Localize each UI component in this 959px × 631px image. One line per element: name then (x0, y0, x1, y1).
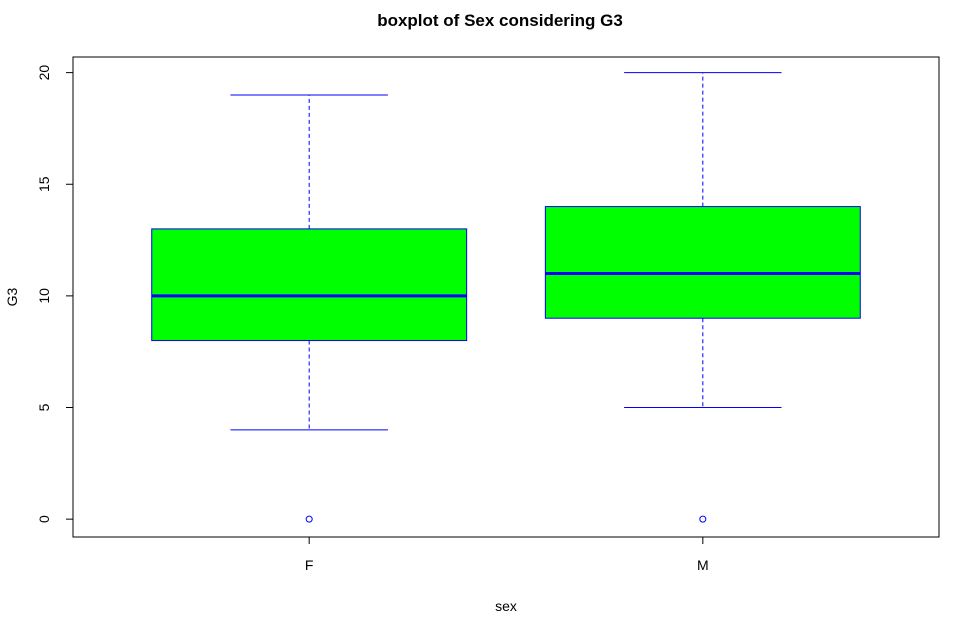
x-axis-label: sex (495, 598, 517, 614)
iqr-box (152, 229, 467, 341)
outlier-point (306, 516, 312, 522)
y-tick-label: 15 (36, 176, 52, 192)
box-F (152, 95, 467, 522)
x-tick-label: F (305, 557, 314, 573)
y-axis: 0 5 10 15 20 (36, 65, 73, 523)
outlier-point (700, 516, 706, 522)
iqr-box (545, 207, 860, 319)
y-axis-label: G3 (4, 287, 20, 306)
y-tick-label: 20 (36, 65, 52, 81)
y-tick-label: 5 (36, 403, 52, 411)
y-tick-label: 10 (36, 288, 52, 304)
box-M (545, 73, 860, 523)
chart-title: boxplot of Sex considering G3 (377, 11, 623, 30)
x-tick-label: M (697, 557, 709, 573)
y-tick-label: 0 (36, 515, 52, 523)
boxes-group (152, 73, 861, 523)
